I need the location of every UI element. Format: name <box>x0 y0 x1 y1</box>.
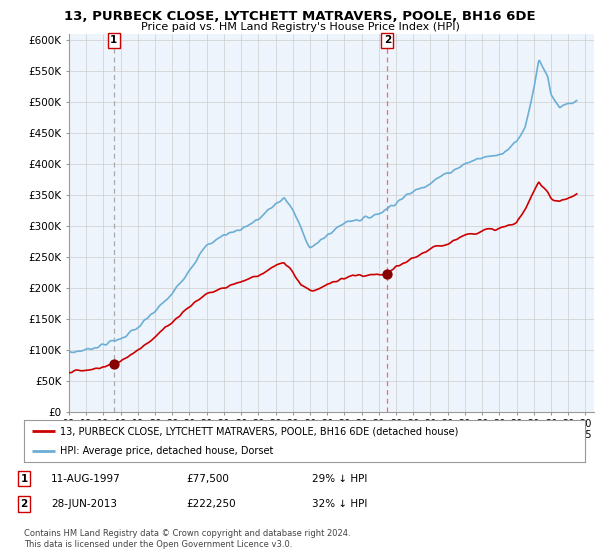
Text: HPI: Average price, detached house, Dorset: HPI: Average price, detached house, Dors… <box>61 446 274 456</box>
Text: Price paid vs. HM Land Registry's House Price Index (HPI): Price paid vs. HM Land Registry's House … <box>140 22 460 32</box>
Text: 1: 1 <box>110 35 118 45</box>
Text: 29% ↓ HPI: 29% ↓ HPI <box>312 474 367 484</box>
Text: £222,250: £222,250 <box>186 499 236 509</box>
Text: 11-AUG-1997: 11-AUG-1997 <box>51 474 121 484</box>
Point <box>109 359 119 368</box>
Text: 2: 2 <box>383 35 391 45</box>
Text: Contains HM Land Registry data © Crown copyright and database right 2024.
This d: Contains HM Land Registry data © Crown c… <box>24 529 350 549</box>
Text: 2: 2 <box>20 499 28 509</box>
Point <box>382 269 392 278</box>
Text: 13, PURBECK CLOSE, LYTCHETT MATRAVERS, POOLE, BH16 6DE: 13, PURBECK CLOSE, LYTCHETT MATRAVERS, P… <box>64 10 536 23</box>
Text: 13, PURBECK CLOSE, LYTCHETT MATRAVERS, POOLE, BH16 6DE (detached house): 13, PURBECK CLOSE, LYTCHETT MATRAVERS, P… <box>61 426 459 436</box>
Text: 1: 1 <box>20 474 28 484</box>
Text: 28-JUN-2013: 28-JUN-2013 <box>51 499 117 509</box>
Text: 32% ↓ HPI: 32% ↓ HPI <box>312 499 367 509</box>
Text: £77,500: £77,500 <box>186 474 229 484</box>
